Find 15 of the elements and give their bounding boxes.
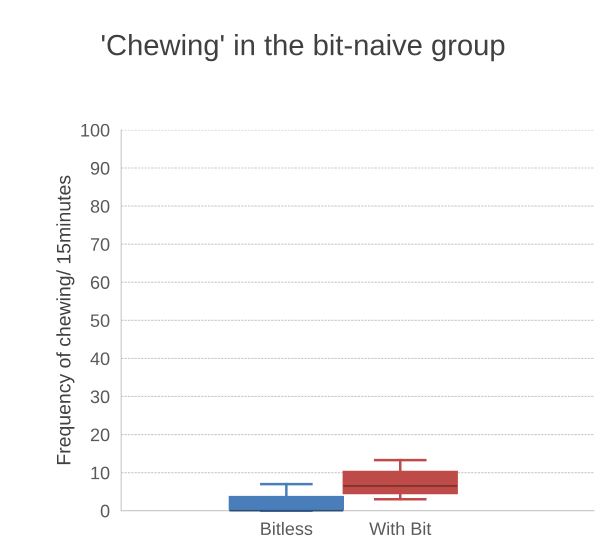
y-tick-label: 80	[90, 200, 110, 213]
y-tick-label: 50	[90, 314, 110, 328]
y-tick-label: 60	[90, 276, 110, 289]
y-tick-label: 30	[90, 390, 110, 404]
y-tick-label: 100	[81, 124, 110, 137]
chart-title: 'Chewing' in the bit-naive group	[102, 34, 504, 62]
y-axis-title: Frequency of chewing/ 15minutes	[56, 176, 74, 464]
y-tick-label: 70	[90, 238, 110, 251]
y-tick-label: 40	[90, 352, 110, 366]
y-tick-label: 0	[100, 504, 110, 518]
y-tick-label: 90	[90, 162, 110, 175]
y-tick-label: 10	[91, 466, 110, 480]
x-tick-label: With Bit	[369, 522, 432, 536]
y-tick-label: 20	[90, 428, 110, 442]
x-tick-label: Bitless	[261, 522, 312, 536]
